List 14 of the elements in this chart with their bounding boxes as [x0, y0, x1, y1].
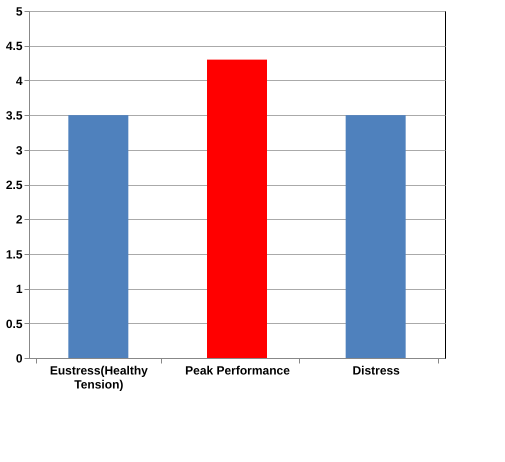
y-tick-label: 3 — [16, 143, 23, 158]
y-tick-label: 5 — [16, 4, 23, 18]
y-tick-label: 0.5 — [6, 316, 23, 331]
x-tick-label: Distress — [352, 364, 400, 378]
y-tick-label: 3.5 — [6, 108, 23, 123]
y-tick-label: 4 — [16, 74, 23, 88]
y-tick-label: 0 — [16, 352, 23, 366]
y-tick-label: 4.5 — [6, 39, 23, 54]
x-tick-label: Peak Performance — [185, 364, 290, 378]
y-tick-label: 1.5 — [6, 247, 23, 262]
y-tick-label: 2.5 — [6, 178, 23, 192]
y-tick-label: 2 — [16, 212, 23, 227]
y-tick-label: 1 — [16, 282, 23, 296]
x-tick-label: Eustress(Healthy Tension) — [50, 364, 148, 392]
